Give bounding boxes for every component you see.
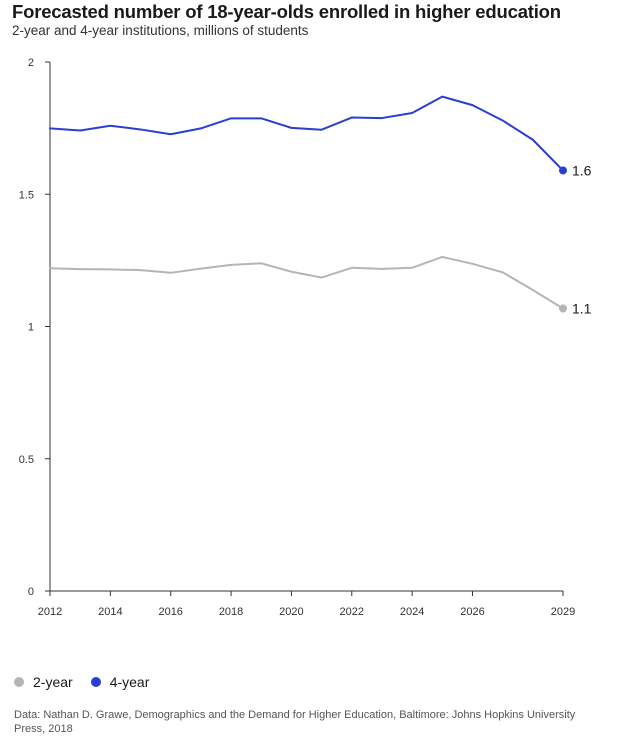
x-tick-label: 2014 — [98, 606, 122, 618]
y-tick-label: 1.5 — [19, 189, 34, 201]
y-axis-ticks: 0 0.5 1 1.5 2 — [19, 57, 50, 598]
series-end-point-2-year — [559, 304, 567, 313]
x-tick-label: 2016 — [158, 606, 182, 618]
series-line-4-year — [49, 95, 564, 172]
legend-item-4-year: 4-year — [90, 674, 150, 690]
series-group: 1.1 1.6 — [49, 95, 592, 317]
x-tick-label: 2026 — [460, 606, 484, 618]
x-tick-label: 2012 — [38, 606, 62, 618]
source-note: Data: Nathan D. Grawe, Demographics and … — [14, 709, 576, 735]
line-chart: 00.511.52 2012 2014 2016 2018 2020 2022 2024 20… — [19, 57, 592, 618]
series-line-2-year — [49, 255, 564, 310]
x-tick-label: 2024 — [400, 606, 424, 618]
x-tick-label: 2022 — [340, 606, 364, 618]
series-end-label-4-year: 1.6 — [572, 162, 592, 178]
y-tick-label: 0.5 — [19, 454, 34, 466]
x-tick-label: 2020 — [279, 606, 303, 618]
legend-label-2-year: 2-year — [33, 674, 73, 690]
legend: 2-year 4-year — [14, 674, 149, 690]
legend-item-2-year: 2-year — [14, 674, 73, 690]
y-tick-label: 1 — [28, 322, 34, 334]
y-tick-label: 0 — [28, 586, 34, 598]
y-tick-label: 2 — [28, 57, 34, 69]
series-end-label-2-year: 1.1 — [572, 301, 592, 317]
x-axis-ticks: 2012 2014 2016 2018 2020 2022 2024 2026 2029 — [38, 591, 575, 618]
series-end-point-4-year — [559, 166, 567, 175]
legend-marker-2-year — [14, 677, 24, 687]
legend-marker-4-year — [90, 677, 101, 687]
chart-title: Forecasted number of 18-year-olds enroll… — [12, 1, 561, 22]
x-tick-label: 2018 — [219, 606, 243, 618]
chart-subtitle: 2-year and 4-year institutions, millions… — [12, 23, 309, 38]
x-tick-label: 2029 — [551, 606, 575, 618]
legend-label-4-year: 4-year — [109, 674, 150, 690]
